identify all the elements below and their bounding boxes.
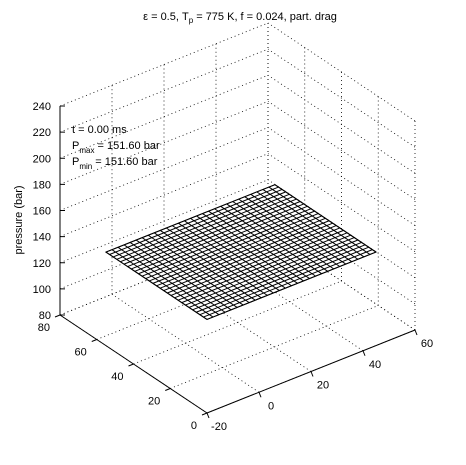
z-tick-label: 180 [33,179,51,191]
grid-line [111,293,260,393]
z-tick-label: 240 [33,101,51,113]
surface-line [181,234,351,304]
grid-line [267,153,416,252]
grid-line [59,22,269,107]
surface-line [120,193,290,263]
surface-line [203,249,373,318]
grid-line [215,252,364,352]
x-tick-mark [206,412,210,419]
surface-line [112,189,283,258]
grid-line [267,127,416,226]
surface-line [167,225,337,294]
surface-line [138,205,308,275]
x-tick-mark [414,329,418,336]
surface-line [134,203,304,272]
z-tick-label: 80 [39,310,51,322]
y-tick-mark [91,339,97,342]
y-tick-mark [54,314,61,318]
x-tick-mark [362,350,366,356]
z-tick-label: 120 [33,258,51,270]
annotation-time: t = 0.00 ms [72,124,127,136]
z-axis-label: pressure (bar) [13,185,25,254]
surface-mesh [104,184,378,321]
x-tick-label: 20 [317,380,329,392]
surface-line [199,246,369,316]
y-tick-label: 60 [75,347,87,359]
y-tick-label: 40 [111,371,123,383]
x-tick-label: 0 [268,400,274,412]
annotation-pmin: Pmin = 151.60 bar [72,156,158,171]
x-tick-mark [258,392,262,398]
x-tick-label: 40 [369,359,381,371]
surface-line [131,201,301,270]
surface-line [141,208,312,277]
grid-line [267,48,416,148]
surface-line [145,210,315,280]
annotation-pmax: Pmax = 151.60 bar [72,140,160,155]
grid-line [59,48,269,133]
grid-line [267,22,416,122]
surface-line [163,222,333,292]
z-tick-label: 220 [33,127,51,139]
surface-line [159,220,330,289]
x-tick-mark [310,371,314,377]
grid-line [59,101,269,185]
surface-line [174,229,344,299]
surface-line [188,239,359,308]
surface-line [109,186,279,255]
z-tick-label: 140 [33,232,51,244]
surface-line [177,232,348,301]
surface-line [116,191,286,260]
y-tick-label: 0 [191,420,197,432]
surface-line [192,241,362,311]
annotation-block: t = 0.00 ms Pmax = 151.60 bar Pmin = 151… [72,124,160,171]
surface-line [170,227,341,296]
grid-line [267,231,416,331]
grid-line [267,74,416,174]
y-tick-label: 20 [148,396,160,408]
grid-line [163,273,312,372]
x-tick-label: -20 [211,421,227,433]
z-tick-label: 160 [33,206,51,218]
z-tick-label: 200 [33,153,51,165]
surface-line [206,251,377,320]
axes [54,105,418,419]
surface-line [152,215,323,284]
surface-line [123,196,294,265]
grid-line [267,101,416,200]
surface-line [105,184,276,253]
chart-title: ε = 0.5, Tp = 775 K, f = 0.024, part. dr… [143,11,337,25]
surface-line [127,198,297,267]
surface-line [185,237,355,306]
surface-line [156,217,326,287]
surface-line [195,244,366,313]
y-tick-mark [201,412,208,416]
y-tick-mark [165,388,171,391]
z-tick-label: 100 [33,284,51,296]
surface-line [149,213,319,282]
y-tick-label: 80 [38,322,50,334]
x-tick-label: 60 [421,338,433,350]
y-tick-mark [128,363,134,367]
